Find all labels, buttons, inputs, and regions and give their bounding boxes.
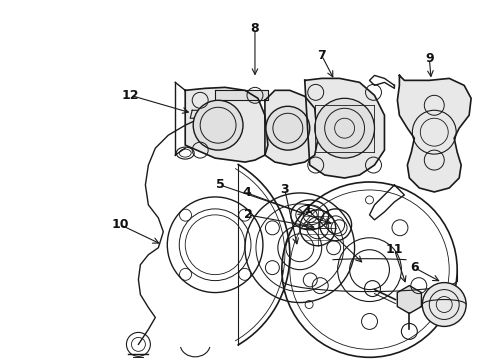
- Text: 5: 5: [216, 179, 224, 192]
- Text: 3: 3: [281, 184, 289, 197]
- Text: 6: 6: [410, 261, 418, 274]
- Text: 9: 9: [425, 52, 434, 65]
- Text: 10: 10: [112, 218, 129, 231]
- Polygon shape: [305, 78, 385, 178]
- Text: 8: 8: [251, 22, 259, 35]
- Text: 1: 1: [303, 203, 312, 216]
- Circle shape: [315, 98, 374, 158]
- Polygon shape: [265, 90, 318, 165]
- Text: 7: 7: [318, 49, 326, 62]
- Text: 11: 11: [386, 243, 403, 256]
- Circle shape: [422, 283, 466, 327]
- Text: 12: 12: [122, 89, 139, 102]
- Circle shape: [193, 100, 243, 150]
- Polygon shape: [397, 75, 471, 192]
- Circle shape: [266, 106, 310, 150]
- Polygon shape: [397, 285, 421, 314]
- Polygon shape: [215, 90, 268, 100]
- Text: 2: 2: [244, 208, 252, 221]
- Polygon shape: [190, 110, 210, 118]
- Polygon shape: [185, 87, 268, 162]
- Text: 4: 4: [243, 186, 251, 199]
